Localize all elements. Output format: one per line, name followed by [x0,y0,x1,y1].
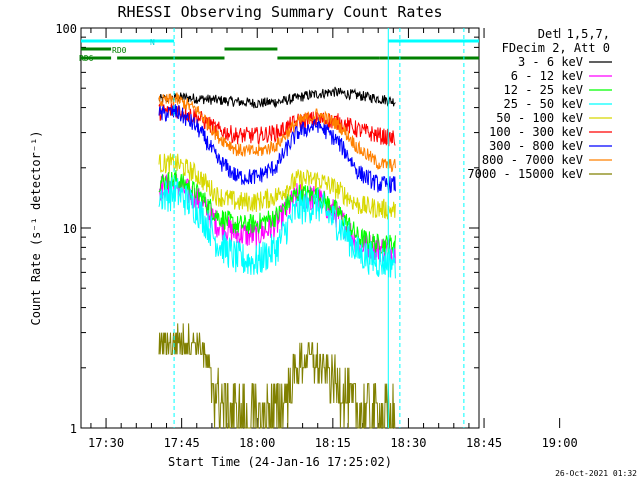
series-line [158,153,396,220]
series-line [158,102,396,147]
x-tick-label: 18:15 [315,436,351,450]
x-tick-labels: 17:30 17:45 18:00 18:15 18:30 18:45 19:00 [88,436,578,450]
legend-header-1: Det 1,5,7, [538,27,610,41]
x-tick-label: 18:00 [239,436,275,450]
series-line [158,86,396,109]
legend-label: 300 - 800 keV [489,139,583,153]
legend-label: 3 - 6 keV [518,55,583,69]
series-line [158,92,396,173]
x-tick-label: 17:30 [88,436,124,450]
legend-label: 50 - 100 keV [496,111,583,125]
y-tick-label: 100 [55,22,77,36]
x-tick-label: 18:45 [466,436,502,450]
rd0-bar-label: RD0 [112,46,127,55]
x-tick-label: 17:45 [164,436,200,450]
series-line [158,323,396,429]
y-tick-label: 10 [63,222,77,236]
rd6-bar-label: RD6 [79,54,94,63]
legend-label: 800 - 7000 keV [482,153,583,167]
y-tick-label: 1 [70,422,77,436]
legend-label: 6 - 12 keV [511,69,583,83]
footer-timestamp: 26-Oct-2021 01:32 [555,469,637,478]
series-layer [158,86,396,429]
y-tick-labels: 1 10 100 [55,22,77,436]
legend-label: 100 - 300 keV [489,125,583,139]
series-line [158,104,396,194]
status-bars: N RD0 RD6 [79,38,479,63]
plot-frame [80,27,480,429]
n-bar-label: N [150,38,155,47]
axis-ticks [81,27,561,429]
legend-label: 12 - 25 keV [504,83,583,97]
x-tick-label: 19:00 [542,436,578,450]
n-markers [173,28,465,428]
x-tick-label: 18:30 [390,436,426,450]
series-line [158,177,396,279]
x-axis-label: Start Time (24-Jan-16 17:25:02) [168,455,392,469]
legend-label: 25 - 50 keV [504,97,583,111]
chart-title: RHESSI Observing Summary Count Rates [117,3,442,21]
legend-header-2: FDecim 2, Att 0 [502,41,610,55]
y-axis-label: Count Rate (s⁻¹ detector⁻¹) [29,130,43,325]
series-line [158,170,396,255]
plot-area: N RD0 RD6 [79,27,561,429]
legend-label: 7000 - 15000 keV [467,167,583,181]
